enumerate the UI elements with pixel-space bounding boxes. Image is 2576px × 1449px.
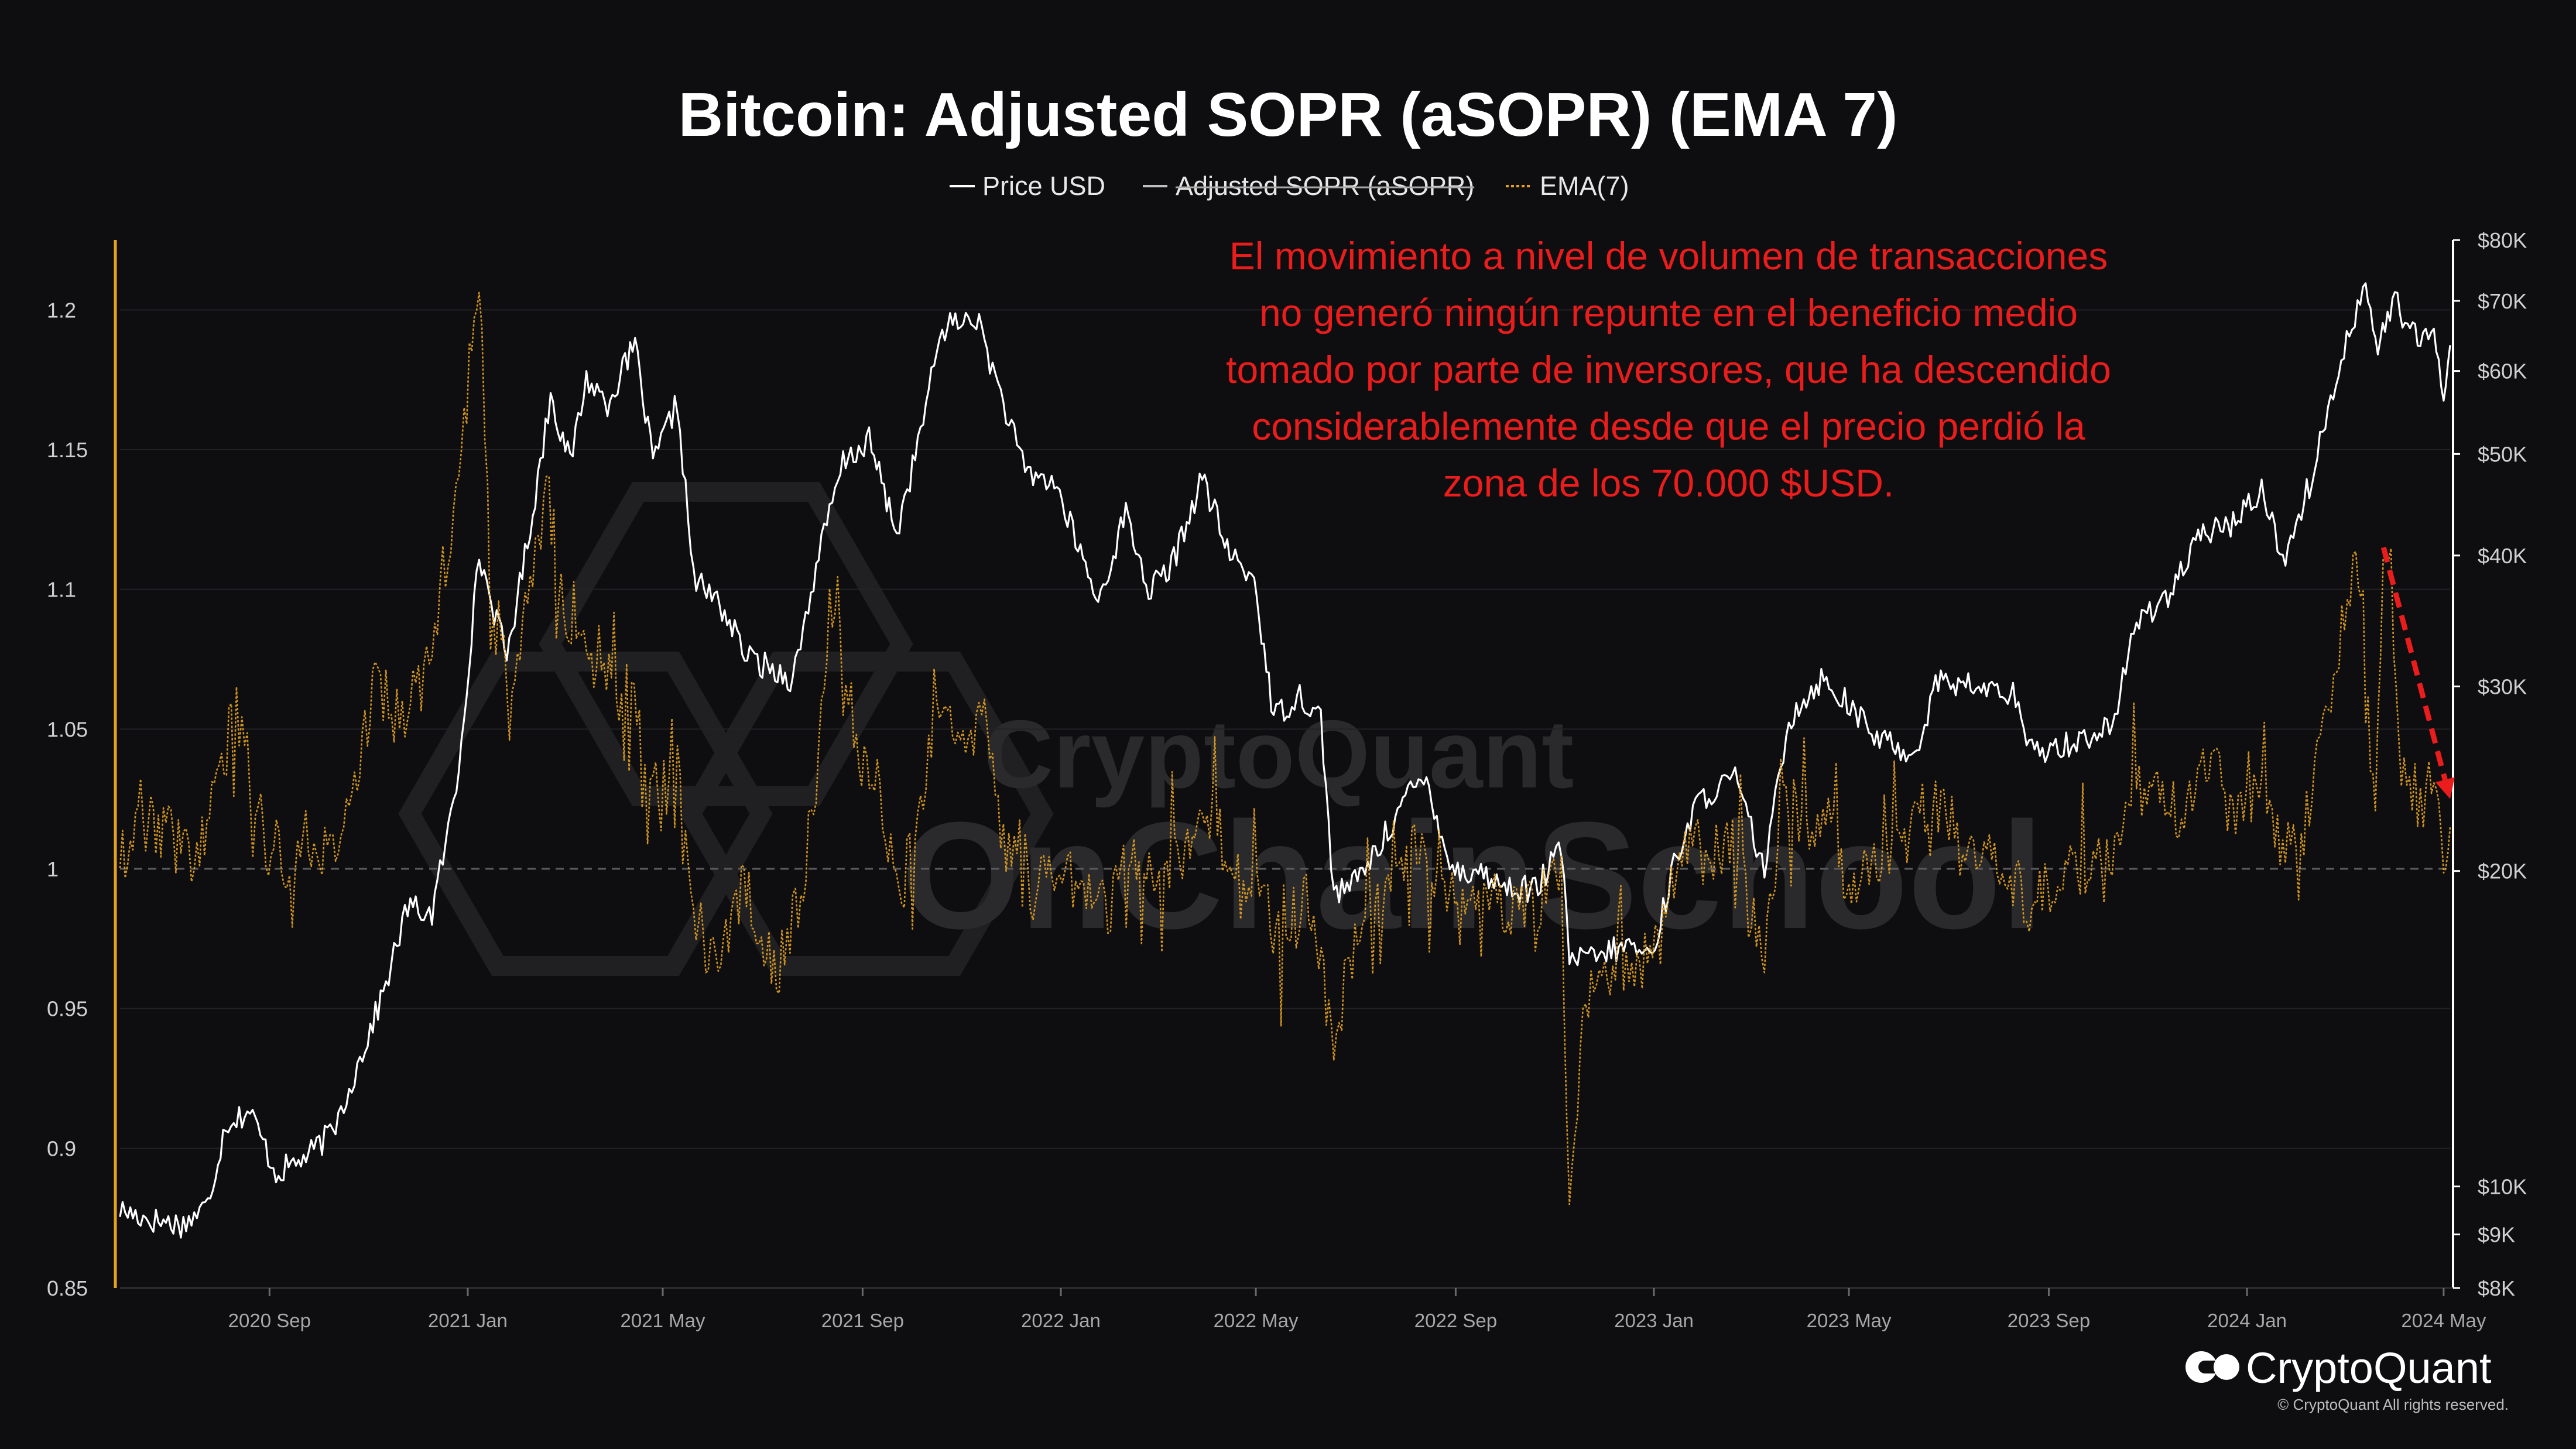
y-left-tick-label: 0.95 (47, 997, 88, 1021)
x-tick-label: 2023 May (1807, 1310, 1892, 1331)
x-tick-label: 2024 May (2401, 1310, 2486, 1331)
y-right-tick-label: $30K (2478, 674, 2527, 698)
y-right-tick-label: $60K (2478, 359, 2527, 383)
legend-item-asopr[interactable]: Adjusted SOPR (aSOPR) (1143, 171, 1475, 201)
annotation: El movimiento a nivel de volumen de tran… (1226, 234, 2455, 799)
legend-item-price[interactable]: Price USD (950, 171, 1105, 201)
x-tick-label: 2023 Sep (2008, 1310, 2090, 1331)
y-right-tick-label: $50K (2478, 442, 2527, 466)
series-line-ema7 (119, 292, 2451, 1205)
annotation-text-line: tomado por parte de inversores, que ha d… (1226, 348, 2111, 391)
y-right-tick-label: $10K (2478, 1175, 2527, 1199)
legend-label-price: Price USD (982, 171, 1105, 201)
watermark-logo-icon (398, 482, 1054, 976)
annotation-text-line: El movimiento a nivel de volumen de tran… (1229, 234, 2108, 278)
copyright: © CryptoQuant All rights reserved. (2277, 1396, 2509, 1413)
annotation-arrow-head (2435, 777, 2455, 799)
watermark: CryptoQuant OnChainSchool (398, 482, 2043, 976)
x-tick-label: 2023 Jan (1614, 1310, 1694, 1331)
y-right-tick-label: $80K (2478, 228, 2527, 252)
cryptoquant-logo-icon (2186, 1351, 2239, 1383)
legend-item-ema[interactable]: EMA(7) (1506, 171, 1629, 201)
y-left-tick-label: 1.2 (47, 298, 76, 322)
series-line-price (119, 282, 2451, 1239)
x-tick-label: 2020 Sep (228, 1310, 311, 1331)
watermark-line-1: CryptoQuant (984, 700, 1574, 808)
series-layer (119, 282, 2451, 1239)
x-tick-label: 2022 May (1214, 1310, 1299, 1331)
annotation-text-line: considerablemente desde que el precio pe… (1252, 405, 2085, 448)
y-left-tick-label: 0.9 (47, 1136, 76, 1160)
y-right-tick-label: $40K (2478, 544, 2527, 568)
x-axis: 2020 Sep 2021 Jan 2021 May 2021 Sep 2022 Jan… (228, 1288, 2486, 1331)
x-tick-label: 2021 Sep (821, 1310, 904, 1331)
x-tick-label: 2022 Jan (1021, 1310, 1101, 1331)
y-right-tick-label: $70K (2478, 289, 2527, 313)
annotation-arrow-shaft (2380, 546, 2448, 780)
y-right-tick-label: $20K (2478, 859, 2527, 883)
brand-logo: CryptoQuant © CryptoQuant All rights res… (2186, 1344, 2509, 1413)
y-left-tick-label: 1.1 (47, 578, 76, 602)
brand-name: CryptoQuant (2246, 1344, 2492, 1392)
chart-title: Bitcoin: Adjusted SOPR (aSOPR) (EMA 7) (679, 80, 1898, 149)
legend-label-asopr: Adjusted SOPR (aSOPR) (1176, 171, 1474, 201)
legend: Price USD Adjusted SOPR (aSOPR) EMA(7) (950, 171, 1629, 201)
right-axis: $80K $70K $60K $50K $40K $30K $20K $10K $9K $8K (2453, 228, 2527, 1300)
legend-label-ema: EMA(7) (1540, 171, 1629, 201)
grid (120, 309, 2450, 1289)
x-tick-label: 2021 Jan (428, 1310, 508, 1331)
x-tick-label: 2021 May (621, 1310, 705, 1331)
x-tick-label: 2024 Jan (2207, 1310, 2287, 1331)
x-tick-label: 2022 Sep (1414, 1310, 1497, 1331)
y-right-tick-label: $8K (2478, 1276, 2515, 1300)
y-left-tick-label: 1.05 (47, 717, 88, 741)
annotation-text-line: zona de los 70.000 $USD. (1443, 461, 1895, 505)
y-left-tick-label: 0.85 (47, 1276, 88, 1300)
left-axis: 1.2 1.15 1.1 1.05 1 0.95 0.9 0.85 (47, 298, 88, 1300)
annotation-text-line: no generó ningún repunte en el beneficio… (1259, 291, 2078, 334)
y-left-tick-label: 1.15 (47, 438, 88, 462)
y-right-tick-label: $9K (2478, 1222, 2515, 1246)
y-left-tick-label: 1 (47, 857, 59, 881)
